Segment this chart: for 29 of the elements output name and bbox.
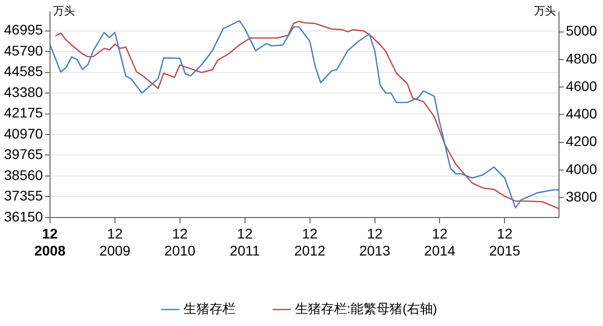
y-tick-label: 42175 [4,104,44,121]
y-tick-label: 37355 [4,188,44,204]
x-tick-label: 12 2010 [164,226,196,258]
y2-tick-label: 4000 [566,160,598,177]
x-tick-label: 12 2014 [424,226,456,258]
y2-tick-label: 4800 [566,50,598,66]
y-tick-label: 39765 [4,146,44,162]
x-tick-label: 12 2015 [489,226,520,258]
x-tick-label: 12 2011 [230,226,260,258]
x-tick-label: 12 2009 [99,226,131,258]
y2-tick-label: 4200 [566,133,598,150]
y-tick-label: 45790 [4,42,44,58]
y2-tick-label: 5000 [566,22,598,39]
x-tick-label: 12 2008 [34,226,66,258]
y-tick-label: 44585 [4,63,44,80]
y2-tick-label: 3800 [566,188,598,204]
y2-axis-title: 万头 [534,4,556,18]
y2-tick-label: 4600 [566,78,598,94]
y-tick-label: 40970 [4,125,44,142]
y-tick-label: 38560 [4,166,44,183]
y-axis-title: 万头 [52,4,75,18]
x-tick-label: 12 2012 [294,226,326,258]
y-tick-label: 36150 [4,208,44,224]
x-tick-label: 12 2013 [359,226,391,258]
y-tick-label: 46995 [4,22,44,38]
y-tick-label: 43380 [4,84,44,100]
legend-label: 生猪存栏:能繁母猪(右轴) [294,301,438,316]
legend-label: 生猪存栏 [183,301,236,316]
y2-tick-label: 4400 [566,106,598,122]
